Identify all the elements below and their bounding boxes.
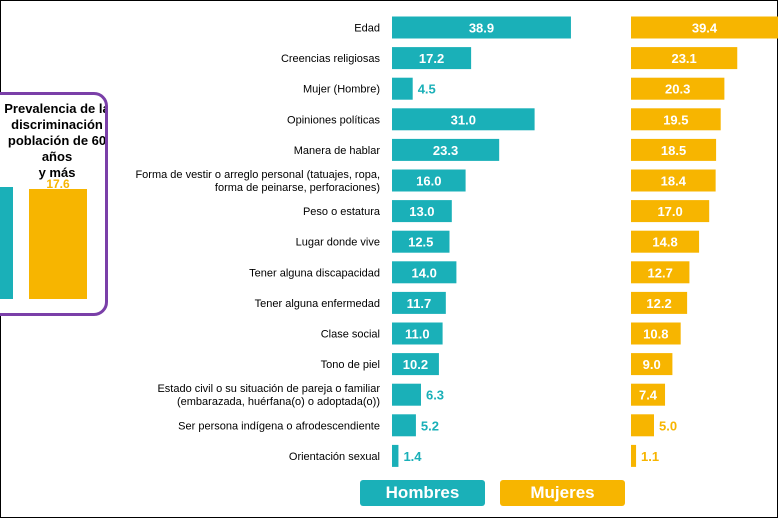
bar-mujeres <box>631 16 778 39</box>
legend-mujeres: Mujeres <box>500 480 625 506</box>
inset-value-mujeres: 17.6 <box>46 177 70 191</box>
data-label-mujeres: 12.7 <box>648 265 673 280</box>
data-label-mujeres: 12.2 <box>646 296 671 311</box>
inset-title-line-1: Prevalencia de la <box>4 101 108 116</box>
bar-hombres <box>392 47 472 70</box>
bar-hombres <box>392 169 466 192</box>
data-label-mujeres: 9.0 <box>643 357 661 372</box>
category-label: Tono de piel <box>321 359 380 371</box>
inset-bar-hombres <box>0 187 13 299</box>
inset-title-line-4: y más <box>38 165 76 180</box>
data-label-mujeres: 23.1 <box>671 51 696 66</box>
bar-mujeres <box>631 47 738 70</box>
data-label-hombres: 31.0 <box>451 112 476 127</box>
data-label-mujeres: 17.0 <box>657 204 682 219</box>
category-label: Mujer (Hombre) <box>303 84 380 96</box>
data-label-hombres: 16.0 <box>416 174 441 189</box>
data-label-mujeres: 19.5 <box>663 112 688 127</box>
category-label: Ser persona indígena o afrodescendiente <box>178 420 380 432</box>
data-label-hombres: 5.2 <box>421 418 439 433</box>
data-label-hombres: 12.5 <box>408 235 433 250</box>
category-label: Peso o estatura <box>303 206 381 218</box>
bar-mujeres <box>631 77 725 100</box>
data-label-hombres: 38.9 <box>469 21 494 36</box>
data-label-mujeres: 20.3 <box>665 82 690 97</box>
bar-hombres <box>392 108 535 131</box>
legend-hombres: Hombres <box>360 480 485 506</box>
data-label-mujeres: 18.4 <box>661 174 687 189</box>
data-label-mujeres: 1.1 <box>641 449 659 464</box>
category-label: Tener alguna enfermedad <box>255 298 380 310</box>
data-label-hombres: 14.0 <box>412 265 437 280</box>
data-label-hombres: 11.0 <box>405 327 430 342</box>
bar-hombres <box>392 291 446 314</box>
data-label-hombres: 4.5 <box>418 82 436 97</box>
category-label: Clase social <box>321 329 380 341</box>
category-label: Tener alguna discapacidad <box>249 267 380 279</box>
category-label: Estado civil o su situación de pareja o … <box>157 383 380 395</box>
data-label-mujeres: 18.5 <box>661 143 686 158</box>
bar-hombres <box>392 138 500 161</box>
bar-mujeres <box>631 169 716 192</box>
bar-mujeres <box>631 322 681 345</box>
inset-title-line-2: discriminación <box>11 117 103 132</box>
bar-hombres <box>392 414 416 437</box>
bar-mujeres <box>631 444 637 467</box>
bar-mujeres <box>631 230 700 253</box>
bar-mujeres <box>631 383 666 406</box>
inset-bar-mujeres <box>29 189 87 299</box>
inset-title-line-3: población de 60 años <box>7 133 107 164</box>
bar-mujeres <box>631 261 690 284</box>
bar-hombres <box>392 261 457 284</box>
category-label: Edad <box>354 23 380 35</box>
category-label: Opiniones políticas <box>287 114 380 126</box>
bar-mujeres <box>631 108 721 131</box>
data-label-mujeres: 7.4 <box>639 388 658 403</box>
category-label: forma de peinarse, perforaciones) <box>215 182 380 194</box>
category-label: Orientación sexual <box>289 451 380 463</box>
category-label: Creencias religiosas <box>281 53 381 65</box>
data-label-hombres: 6.3 <box>426 388 444 403</box>
category-label: Forma de vestir o arreglo personal (tatu… <box>135 169 380 181</box>
bar-hombres <box>392 230 450 253</box>
bar-hombres <box>392 383 421 406</box>
data-label-mujeres: 10.8 <box>643 327 668 342</box>
inset-prevalence-panel: Prevalencia de la discriminación poblaci… <box>0 92 108 316</box>
data-label-hombres: 23.3 <box>433 143 458 158</box>
bar-mujeres <box>631 414 654 437</box>
bar-hombres <box>392 353 439 376</box>
data-label-mujeres: 5.0 <box>659 418 677 433</box>
data-label-hombres: 10.2 <box>403 357 428 372</box>
inset-title: Prevalencia de la discriminación poblaci… <box>1 101 108 181</box>
bar-hombres <box>392 77 413 100</box>
category-label: Manera de hablar <box>294 145 381 157</box>
bar-hombres <box>392 444 399 467</box>
category-label: Lugar donde vive <box>296 237 380 249</box>
bar-mujeres <box>631 353 673 376</box>
data-label-hombres: 1.4 <box>403 449 422 464</box>
bar-mujeres <box>631 200 710 223</box>
data-label-hombres: 13.0 <box>409 204 434 219</box>
bar-hombres <box>392 322 443 345</box>
data-label-hombres: 17.2 <box>419 51 444 66</box>
bar-hombres <box>392 200 452 223</box>
bar-mujeres <box>631 138 717 161</box>
bar-hombres <box>392 16 571 39</box>
category-label: (embarazada, huérfana(o) o adoptada(o)) <box>177 396 380 408</box>
bar-mujeres <box>631 291 688 314</box>
data-label-mujeres: 14.8 <box>652 235 677 250</box>
data-label-hombres: 11.7 <box>407 296 432 311</box>
data-label-mujeres: 39.4 <box>692 21 718 36</box>
